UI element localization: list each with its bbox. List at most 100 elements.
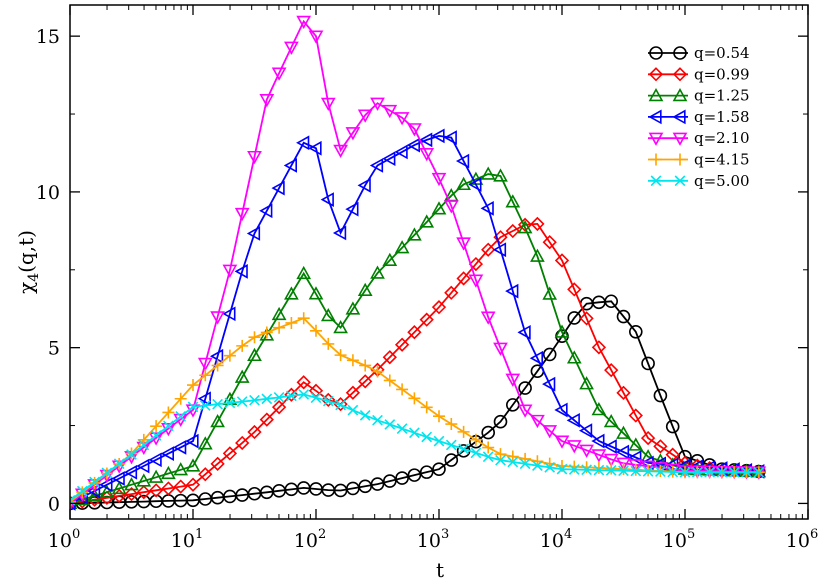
data-point-q=4.15-35 <box>494 448 507 461</box>
data-point-q=1.25-28 <box>407 227 422 241</box>
data-point-q=1.25-46 <box>628 437 644 451</box>
data-point-q=1.25-34 <box>480 166 496 180</box>
data-point-q=5.00-17 <box>273 391 285 403</box>
data-point-q=2.10-34 <box>480 311 496 325</box>
data-point-q=1.58-45 <box>615 444 630 460</box>
data-point-q=5.00-43 <box>593 464 605 476</box>
data-point-q=2.10-21 <box>320 97 336 112</box>
legend-marker <box>672 132 688 146</box>
data-point-q=1.58-36 <box>505 283 519 299</box>
data-point-q=0.99-40 <box>554 253 570 268</box>
data-point-q=4.15-9 <box>174 392 187 405</box>
data-point-q=0.54-47 <box>641 356 655 371</box>
data-point-q=5.00-31 <box>445 439 457 451</box>
data-point-q=2.10-30 <box>431 172 447 187</box>
data-point-q=4.15-42 <box>580 461 593 474</box>
data-point-q=4.15-29 <box>420 401 433 414</box>
data-point-q=4.15-27 <box>396 383 409 396</box>
data-point-q=1.25-23 <box>345 301 361 315</box>
x-tick-label: 100 <box>48 527 80 552</box>
data-point-q=5.00-38 <box>532 460 543 471</box>
data-point-q=5.00-28 <box>409 427 420 439</box>
data-point-q=1.25-18 <box>284 286 299 300</box>
data-point-q=1.58-18 <box>283 158 298 173</box>
data-point-q=1.25-43 <box>591 402 607 416</box>
data-point-q=2.10-36 <box>505 373 521 387</box>
data-point-q=5.00-46 <box>630 465 642 477</box>
data-point-q=0.54-45 <box>616 309 631 324</box>
data-point-q=0.99-5 <box>124 486 139 502</box>
data-point-q=1.58-19 <box>296 135 310 151</box>
data-point-q=0.99-29 <box>419 312 434 327</box>
data-point-q=1.58-34 <box>480 200 494 216</box>
data-point-q=2.10-16 <box>259 94 275 108</box>
data-point-q=4.15-28 <box>408 392 421 405</box>
data-point-q=0.99-46 <box>628 408 643 423</box>
data-point-q=0.54-31 <box>444 453 459 467</box>
data-point-q=1.25-20 <box>308 286 324 300</box>
data-point-q=2.10-23 <box>345 127 361 141</box>
legend-marker <box>673 46 687 60</box>
data-point-q=0.99-41 <box>567 282 582 297</box>
data-point-q=5.00-55 <box>741 466 752 478</box>
data-point-q=1.58-38 <box>529 350 544 366</box>
data-point-q=0.54-46 <box>628 324 643 339</box>
data-point-q=0.54-25 <box>370 477 385 491</box>
data-point-q=1.58-35 <box>492 242 507 258</box>
data-point-q=1.58-41 <box>566 412 580 428</box>
data-point-q=1.25-41 <box>566 350 582 364</box>
data-point-q=1.25-15 <box>247 347 262 362</box>
data-point-q=1.58-28 <box>406 137 421 153</box>
data-point-q=5.00-49 <box>667 466 679 478</box>
data-point-q=1.58-33 <box>468 177 482 192</box>
data-point-q=0.99-14 <box>235 435 250 451</box>
y-tick-label: 5 <box>48 338 60 360</box>
chart-legend: q=0.54 q=0.99 q=1.25 q=1.58 q=2.10 q=4.15 q=5.… <box>648 44 750 190</box>
series-line-q=2.10 <box>70 19 759 505</box>
data-point-q=0.99-44 <box>604 363 619 378</box>
data-point-q=0.99-10 <box>185 477 201 492</box>
data-point-q=1.25-39 <box>542 286 558 300</box>
data-point-q=5.00-44 <box>605 465 617 476</box>
data-point-q=5.00-13 <box>224 397 236 409</box>
data-point-q=2.10-35 <box>493 342 508 356</box>
data-point-q=1.58-6 <box>136 458 150 474</box>
legend-label: q=4.15 <box>694 151 750 169</box>
data-point-q=5.00-24 <box>359 409 371 421</box>
data-point-q=1.58-17 <box>271 180 285 196</box>
data-point-q=1.58-12 <box>209 348 224 364</box>
data-point-q=4.15-26 <box>383 374 396 387</box>
data-point-q=2.10-11 <box>197 357 213 372</box>
data-point-q=5.00-22 <box>335 399 346 411</box>
data-point-q=0.99-43 <box>591 340 607 355</box>
data-point-q=1.25-36 <box>505 194 521 208</box>
data-point-q=1.58-10 <box>185 433 199 449</box>
data-point-q=2.10-28 <box>407 123 422 137</box>
data-point-q=1.25-37 <box>517 220 533 234</box>
data-point-q=5.00-18 <box>286 390 297 402</box>
data-point-q=1.58-9 <box>173 439 187 455</box>
data-point-q=5.00-48 <box>655 466 666 478</box>
data-point-q=1.58-20 <box>308 140 322 156</box>
data-point-q=5.00-11 <box>199 400 211 411</box>
data-point-q=1.25-8 <box>161 465 176 480</box>
data-point-q=0.54-29 <box>419 465 434 479</box>
data-point-q=5.00-29 <box>421 431 433 443</box>
x-tick-label: 102 <box>294 527 326 552</box>
data-point-q=5.00-8 <box>163 420 174 432</box>
data-point-q=1.58-39 <box>542 376 556 392</box>
data-point-q=1.58-32 <box>455 153 470 169</box>
legend-label: q=0.99 <box>694 65 750 83</box>
data-point-q=0.99-33 <box>468 256 484 272</box>
data-point-q=1.25-9 <box>173 462 189 476</box>
data-point-q=4.15-16 <box>260 326 273 339</box>
legend-entry-q=0.54: q=0.54 <box>648 44 750 62</box>
data-point-q=0.99-9 <box>173 479 188 494</box>
data-point-q=4.15-22 <box>334 349 347 362</box>
data-point-q=5.00-40 <box>556 463 568 475</box>
data-point-q=2.10-39 <box>542 425 558 439</box>
data-point-q=1.25-26 <box>382 252 398 267</box>
data-point-q=1.58-8 <box>160 446 174 461</box>
data-point-q=0.99-32 <box>456 271 471 286</box>
data-point-q=4.15-17 <box>273 321 286 334</box>
